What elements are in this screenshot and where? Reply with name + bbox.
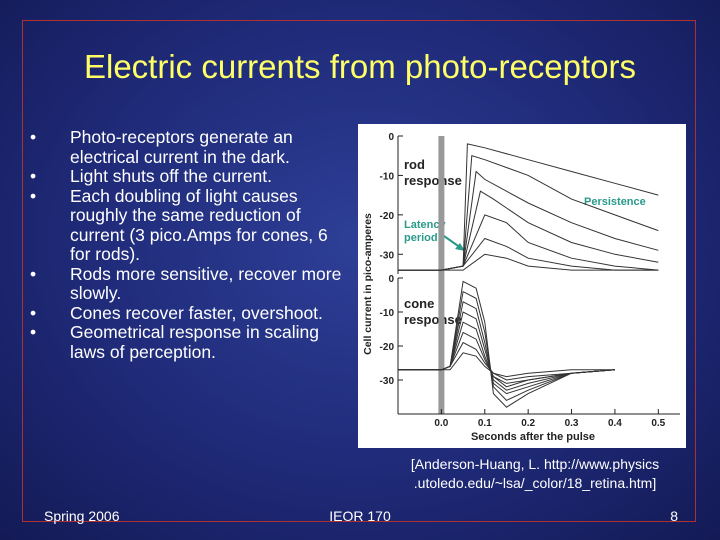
y-axis-label: Cell current in pico-amperes	[362, 213, 374, 355]
rod-y-tick-label: -10	[380, 171, 395, 182]
cone-y-tick-label: -20	[380, 342, 395, 353]
rod-response-trace	[398, 253, 659, 271]
x-tick-label: 0.1	[478, 418, 492, 429]
footer-page-number: 8	[670, 508, 678, 524]
rod-y-tick-label: 0	[388, 132, 394, 143]
bullet-marker: •	[30, 166, 37, 186]
bullet-marker: •	[30, 302, 37, 323]
cone-y-tick-label: -30	[380, 376, 395, 387]
cone-y-tick-label: -10	[380, 308, 395, 319]
slide-frame	[22, 20, 696, 522]
latency-annotation-2: period	[404, 232, 438, 244]
bullet-text: Rods more sensitive, recover more slowly…	[70, 263, 342, 303]
x-tick-label: 0.0	[434, 418, 448, 429]
photoreceptor-current-figure: Cell current in pico-amperes Seconds aft…	[358, 124, 686, 448]
rod-label-2: response	[404, 173, 462, 188]
bullet-text: Each doubling of light causes roughly th…	[70, 185, 328, 264]
bullet-list: • Photo-receptors generate an electrical …	[30, 127, 348, 362]
cone-label: cone	[404, 296, 434, 311]
figure-svg: Cell current in pico-amperes Seconds aft…	[362, 132, 680, 443]
bullet-marker: •	[30, 185, 37, 206]
cone-y-tick-label: 0	[388, 274, 394, 285]
bullet-item: • Each doubling of light causes roughly t…	[30, 185, 348, 265]
slide-title: Electric currents from photo-receptors	[83, 48, 637, 85]
bullet-marker: •	[30, 322, 37, 342]
cone-response-trace	[398, 341, 615, 381]
citation: [Anderson-Huang, L. http://www.physics .…	[380, 455, 690, 493]
x-axis-label: Seconds after the pulse	[471, 431, 595, 443]
footer-date: Spring 2006	[44, 508, 120, 524]
x-tick-label: 0.2	[521, 418, 535, 429]
rod-y-tick-label: -30	[380, 250, 395, 261]
bullet-item: • Geometrical response in scaling laws of…	[30, 322, 348, 362]
x-tick-label: 0.3	[565, 418, 579, 429]
chart-marks: 0 -10 -20 -30 0 -10 -20 -30 0.0 0.1 0.2 0.3 0.4 0.5	[380, 132, 680, 429]
bullet-text: Light shuts off the current.	[70, 166, 273, 186]
bullet-marker: •	[30, 127, 37, 147]
citation-line-1: [Anderson-Huang, L. http://www.physics	[410, 456, 660, 472]
stimulus-marker	[438, 136, 445, 414]
cone-response-trace	[398, 321, 615, 388]
x-tick-label: 0.5	[651, 418, 665, 429]
x-tick-label: 0.4	[608, 418, 622, 429]
citation-line-2: .utoledo.edu/~lsa/_color/18_retina.htm]	[413, 475, 657, 491]
rod-response-trace	[398, 237, 659, 271]
bullet-item: • Photo-receptors generate an electrical …	[30, 127, 348, 167]
footer-course: IEOR 170	[329, 508, 391, 524]
cone-response-trace	[398, 352, 615, 378]
bullet-text: Photo-receptors generate an electrical c…	[70, 127, 293, 167]
bullet-item: • Light shuts off the current.	[30, 166, 348, 187]
bullet-item: • Rods more sensitive, recover more slowl…	[30, 263, 348, 304]
bullet-text: Cones recover faster, overshoot.	[70, 302, 323, 323]
latency-arrowhead	[455, 243, 465, 251]
bullet-item: • Cones recover faster, overshoot.	[30, 302, 348, 324]
cone-label-2: response	[404, 312, 462, 327]
latency-annotation: Latency	[404, 219, 446, 231]
persistence-annotation: Persistence	[584, 196, 646, 208]
rod-y-tick-label: -20	[380, 211, 395, 222]
cone-response-trace	[398, 331, 615, 384]
bullet-marker: •	[30, 263, 37, 284]
bullet-text: Geometrical response in scaling laws of …	[70, 322, 320, 362]
rod-label: rod	[404, 157, 425, 172]
